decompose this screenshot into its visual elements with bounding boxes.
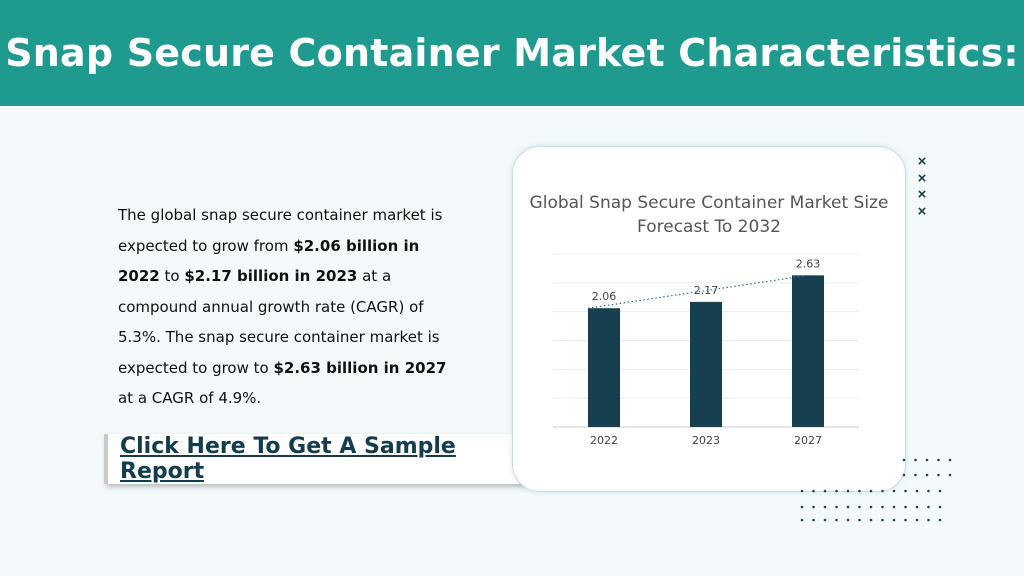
decor-dot [846,505,850,509]
decor-dot [858,505,861,509]
market-description: The global snap secure container market … [118,200,458,414]
decor-dot [904,489,907,493]
x-mark-icon: × [917,186,927,203]
decor-dot [800,518,804,522]
decor-dot [915,505,919,509]
page-title: Snap Secure Container Market Characteris… [5,31,1019,75]
decor-dot [902,473,906,477]
decor-dot [938,505,942,509]
desc-text-3: at a compound annual growth rate (CAGR) … [118,267,440,377]
decor-dot [892,518,896,522]
decor-dot [846,489,850,493]
desc-bold-1: $2.06 billion in 2022 [118,236,420,286]
data-label-2022: 2.06 [592,290,617,303]
x-mark-icon: × [917,153,927,170]
decor-dot [904,518,907,522]
decor-dot [858,489,861,493]
x-tick-label-2022: 2022 [590,434,618,447]
desc-text-2: to [159,267,185,285]
decor-dot [927,489,930,493]
decor-dot [869,518,873,522]
decor-dot [904,505,907,509]
decor-dot [902,458,906,462]
decor-dot [927,518,930,522]
decor-dot [846,518,850,522]
bar-2027 [792,275,824,427]
decor-dot [881,505,884,509]
decor-dot [823,489,827,493]
sample-report-cta[interactable]: Click Here To Get A Sample Report [104,434,524,484]
data-label-2027: 2.63 [796,257,821,270]
sample-report-link[interactable]: Click Here To Get A Sample Report [120,434,456,484]
decor-dot [914,473,917,477]
decor-dot [925,473,929,477]
decor-dot [812,518,815,522]
decor-dot [835,505,838,509]
chart-card: Global Snap Secure Container Market Size… [512,146,906,492]
decor-dot [915,489,919,493]
decor-dot [881,489,884,493]
decorative-dot-grid [800,458,952,522]
decor-dot [948,473,952,477]
bar-2023 [690,301,722,427]
decor-dot [915,518,919,522]
x-tick-label-2023: 2023 [692,434,720,447]
decor-dot [927,505,930,509]
decor-dot [881,518,884,522]
decor-dot [835,518,838,522]
decor-dot [948,458,952,462]
desc-text-1: The global snap secure container market … [118,206,443,255]
decor-dot [812,489,815,493]
decor-dot [858,518,861,522]
bar-2022 [588,308,620,427]
desc-bold-2: $2.17 billion in 2023 [184,267,358,285]
decor-dot [925,458,929,462]
decor-dot [823,505,827,509]
decor-dot [823,518,827,522]
decor-dot [937,458,940,462]
decor-dot [914,458,917,462]
decor-dot [869,505,873,509]
decor-dot [938,518,942,522]
chart-title: Global Snap Secure Container Market Size… [529,193,889,237]
x-mark-icon: × [917,202,927,220]
decor-dot [892,489,896,493]
decor-dot [835,489,838,493]
decor-dot [938,489,942,493]
header-banner: Snap Secure Container Market Characteris… [0,0,1024,106]
decor-dot [800,505,804,509]
decor-dot [812,505,815,509]
data-label-2023: 2.17 [694,284,719,297]
decorative-x-marks: × × × × [914,153,930,220]
trendline [587,274,809,309]
bar-chart: 2.06 2022 2.17 2023 2.63 2027 [553,253,859,447]
decor-dot [800,489,804,493]
desc-text-4: at a CAGR of 4.9%. [118,389,262,407]
x-mark-icon: × [917,169,927,187]
decor-dot [937,473,940,477]
decor-dot [869,489,873,493]
x-tick-label-2027: 2027 [794,434,822,447]
desc-bold-3: $2.63 billion in 2027 [273,358,447,377]
decor-dot [892,505,896,509]
